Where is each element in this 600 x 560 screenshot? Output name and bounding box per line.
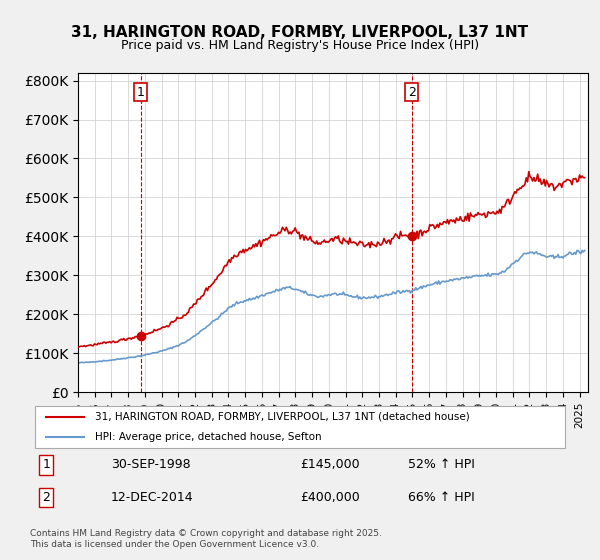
Text: 31, HARINGTON ROAD, FORMBY, LIVERPOOL, L37 1NT (detached house): 31, HARINGTON ROAD, FORMBY, LIVERPOOL, L… (95, 412, 470, 422)
Text: 1: 1 (42, 459, 50, 472)
Text: 2: 2 (407, 86, 416, 99)
Text: Contains HM Land Registry data © Crown copyright and database right 2025.
This d: Contains HM Land Registry data © Crown c… (30, 529, 382, 549)
Text: 31, HARINGTON ROAD, FORMBY, LIVERPOOL, L37 1NT: 31, HARINGTON ROAD, FORMBY, LIVERPOOL, L… (71, 25, 529, 40)
Text: £400,000: £400,000 (300, 491, 360, 503)
Text: 1: 1 (137, 86, 145, 99)
Text: 12-DEC-2014: 12-DEC-2014 (111, 491, 194, 503)
Text: 52% ↑ HPI: 52% ↑ HPI (408, 459, 475, 472)
Text: HPI: Average price, detached house, Sefton: HPI: Average price, detached house, Seft… (95, 432, 322, 442)
FancyBboxPatch shape (35, 405, 565, 449)
Text: 66% ↑ HPI: 66% ↑ HPI (408, 491, 475, 503)
Text: 2: 2 (42, 491, 50, 503)
Text: £145,000: £145,000 (300, 459, 359, 472)
Text: 30-SEP-1998: 30-SEP-1998 (111, 459, 191, 472)
Text: Price paid vs. HM Land Registry's House Price Index (HPI): Price paid vs. HM Land Registry's House … (121, 39, 479, 52)
